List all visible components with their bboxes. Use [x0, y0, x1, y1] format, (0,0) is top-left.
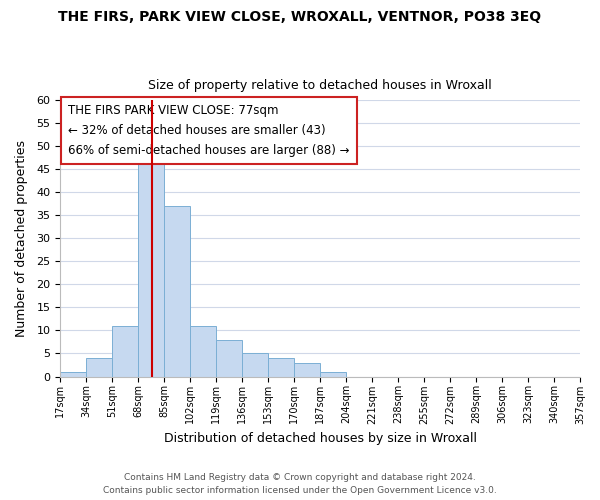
Text: Contains HM Land Registry data © Crown copyright and database right 2024.
Contai: Contains HM Land Registry data © Crown c…: [103, 473, 497, 495]
Bar: [320, 372, 346, 376]
Text: THE FIRS, PARK VIEW CLOSE, WROXALL, VENTNOR, PO38 3EQ: THE FIRS, PARK VIEW CLOSE, WROXALL, VENT…: [58, 10, 542, 24]
Bar: [164, 206, 190, 376]
Bar: [190, 326, 216, 376]
Bar: [138, 160, 164, 376]
Y-axis label: Number of detached properties: Number of detached properties: [15, 140, 28, 337]
Bar: [112, 326, 138, 376]
Bar: [216, 340, 242, 376]
Bar: [60, 372, 86, 376]
X-axis label: Distribution of detached houses by size in Wroxall: Distribution of detached houses by size …: [164, 432, 476, 445]
Title: Size of property relative to detached houses in Wroxall: Size of property relative to detached ho…: [148, 79, 492, 92]
Bar: [242, 354, 268, 376]
Bar: [268, 358, 294, 376]
Bar: [86, 358, 112, 376]
Bar: [294, 362, 320, 376]
Text: THE FIRS PARK VIEW CLOSE: 77sqm
← 32% of detached houses are smaller (43)
66% of: THE FIRS PARK VIEW CLOSE: 77sqm ← 32% of…: [68, 104, 349, 158]
